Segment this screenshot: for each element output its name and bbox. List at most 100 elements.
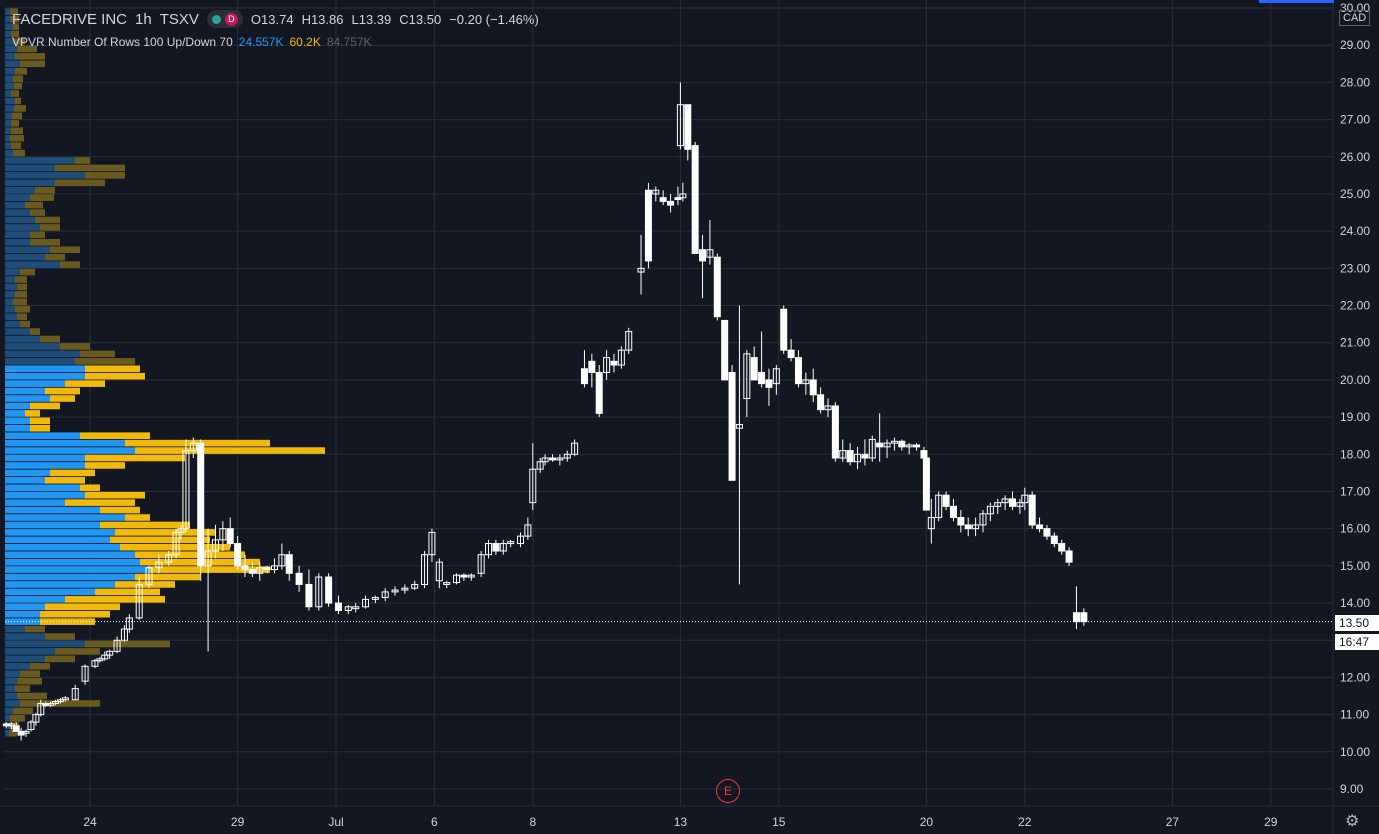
candle-body	[536, 461, 544, 470]
volume-profile-down-bar	[115, 529, 215, 536]
vpvr-total-volume: 84.757K	[326, 35, 372, 49]
volume-profile-down-bar	[20, 670, 40, 678]
time-tick-label: 13	[674, 815, 688, 829]
volume-profile-down-bar	[25, 625, 45, 633]
candle-body	[271, 565, 278, 571]
candle-body	[120, 628, 128, 641]
volume-profile-up-bar	[5, 186, 35, 194]
volume-profile-up-bar	[5, 477, 45, 484]
candle-body	[182, 450, 190, 530]
candle-body	[344, 606, 352, 611]
volume-profile-up-bar	[5, 491, 85, 499]
volume-profile-up-bar	[5, 462, 85, 469]
candle-body	[890, 440, 898, 444]
candle-body	[676, 104, 684, 147]
symbol-title[interactable]: FACEDRIVE INC	[12, 10, 128, 28]
volume-profile-down-bar	[20, 268, 35, 276]
volume-profile-down-bar	[30, 424, 50, 432]
volume-profile-down-bar	[15, 97, 21, 105]
volume-profile-up-bar	[5, 655, 45, 663]
volume-profile-down-bar	[30, 239, 60, 246]
volume-profile-down-bar	[85, 172, 125, 179]
volume-profile-up-bar	[5, 268, 20, 276]
volume-profile-up-bar	[5, 536, 110, 544]
candle-body	[750, 357, 758, 381]
time-tick-label: 29	[231, 815, 245, 829]
volume-profile-up-bar	[5, 134, 10, 142]
price-axis[interactable]: 9.0010.0011.0012.0013.0014.0015.0016.001…	[1332, 0, 1370, 834]
volume-profile-up-bar	[5, 454, 85, 462]
candle-body	[979, 513, 987, 526]
volume-profile-down-bar	[11, 142, 21, 149]
candle-body	[787, 349, 795, 359]
volume-profile-down-bar	[25, 201, 43, 209]
candle-body	[927, 517, 935, 530]
volume-profile-down-bar	[10, 15, 19, 23]
candle-body	[101, 654, 109, 660]
earnings-marker[interactable]: E	[716, 779, 740, 803]
candle-body	[285, 554, 293, 574]
volume-profile-up-bar	[5, 372, 85, 380]
volume-profile-down-bar	[80, 484, 100, 492]
volume-profile-down-bar	[10, 134, 24, 142]
volume-profile-down-bar	[13, 38, 25, 45]
volume-profile-down-bar	[100, 506, 140, 514]
volume-profile-up-bar	[5, 417, 30, 425]
candle-body	[499, 543, 507, 552]
volume-profile-up-bar	[5, 343, 60, 350]
candle-body	[1016, 502, 1024, 507]
volume-profile-up-bar	[5, 209, 30, 216]
time-axis[interactable]: 24 29 Jul 6 8 13 15 20 22 27 29	[0, 805, 1379, 829]
volume-profile-down-bar	[35, 216, 60, 224]
volume-profile-up-bar	[5, 149, 13, 157]
candle-body	[986, 505, 994, 515]
volume-profile-down-bar	[11, 127, 23, 135]
candle-body	[625, 331, 633, 351]
time-tick-label: 24	[83, 815, 97, 829]
volume-profile-down-bar	[30, 662, 50, 670]
volume-profile-up-bar	[5, 105, 14, 112]
volume-profile-up-bar	[5, 291, 15, 298]
market-status-pill[interactable]: D	[206, 10, 243, 28]
top-accent-bar	[1259, 0, 1334, 3]
candlestick-series	[2, 82, 1088, 741]
volume-profile-down-bar	[55, 179, 105, 187]
gear-icon[interactable]: ⚙	[1345, 813, 1360, 830]
volume-profile-up-bar	[5, 53, 15, 60]
candle-body	[453, 574, 461, 584]
volume-profile-up-bar	[5, 700, 20, 707]
volume-profile-up-bar	[5, 529, 115, 536]
candle-body	[595, 371, 603, 414]
volume-profile-up-bar	[5, 715, 10, 722]
volume-profile-up-bar	[5, 298, 13, 306]
volume-profile-down-bar	[9, 729, 17, 737]
candle-body	[241, 565, 249, 571]
volume-profile-up-bar	[5, 45, 17, 53]
volume-profile-down-bar	[85, 491, 145, 499]
candle-body	[517, 535, 524, 545]
volume-profile-down-bar	[17, 692, 47, 700]
candle-body	[37, 702, 45, 716]
volume-profile-up-bar	[5, 112, 12, 120]
volume-profile-up-bar	[5, 514, 125, 521]
candle-body	[106, 650, 114, 656]
candle-body	[603, 357, 611, 373]
currency-label[interactable]: CAD	[1339, 10, 1371, 26]
interval-label[interactable]: 1h	[135, 10, 152, 28]
volume-profile-down-bar	[120, 543, 230, 551]
volume-profile-down-bar	[100, 521, 190, 529]
candle-body	[401, 587, 409, 591]
volume-profile-down-bar	[20, 60, 45, 68]
candle-body	[1036, 524, 1044, 530]
candle-body	[571, 442, 579, 455]
candle-body	[721, 319, 729, 381]
candle-body	[563, 453, 571, 459]
volume-profile-down-bar	[55, 164, 125, 172]
candle-body	[47, 702, 55, 706]
vpvr-indicator-label[interactable]: VPVR Number Of Rows 100 Up/Down 70	[12, 35, 233, 49]
price-tick-label: 27.00	[1340, 113, 1370, 127]
time-tick-label: Jul	[328, 815, 343, 829]
volume-profile-up-bar	[5, 633, 45, 640]
volume-profile-down-bar	[17, 45, 37, 53]
